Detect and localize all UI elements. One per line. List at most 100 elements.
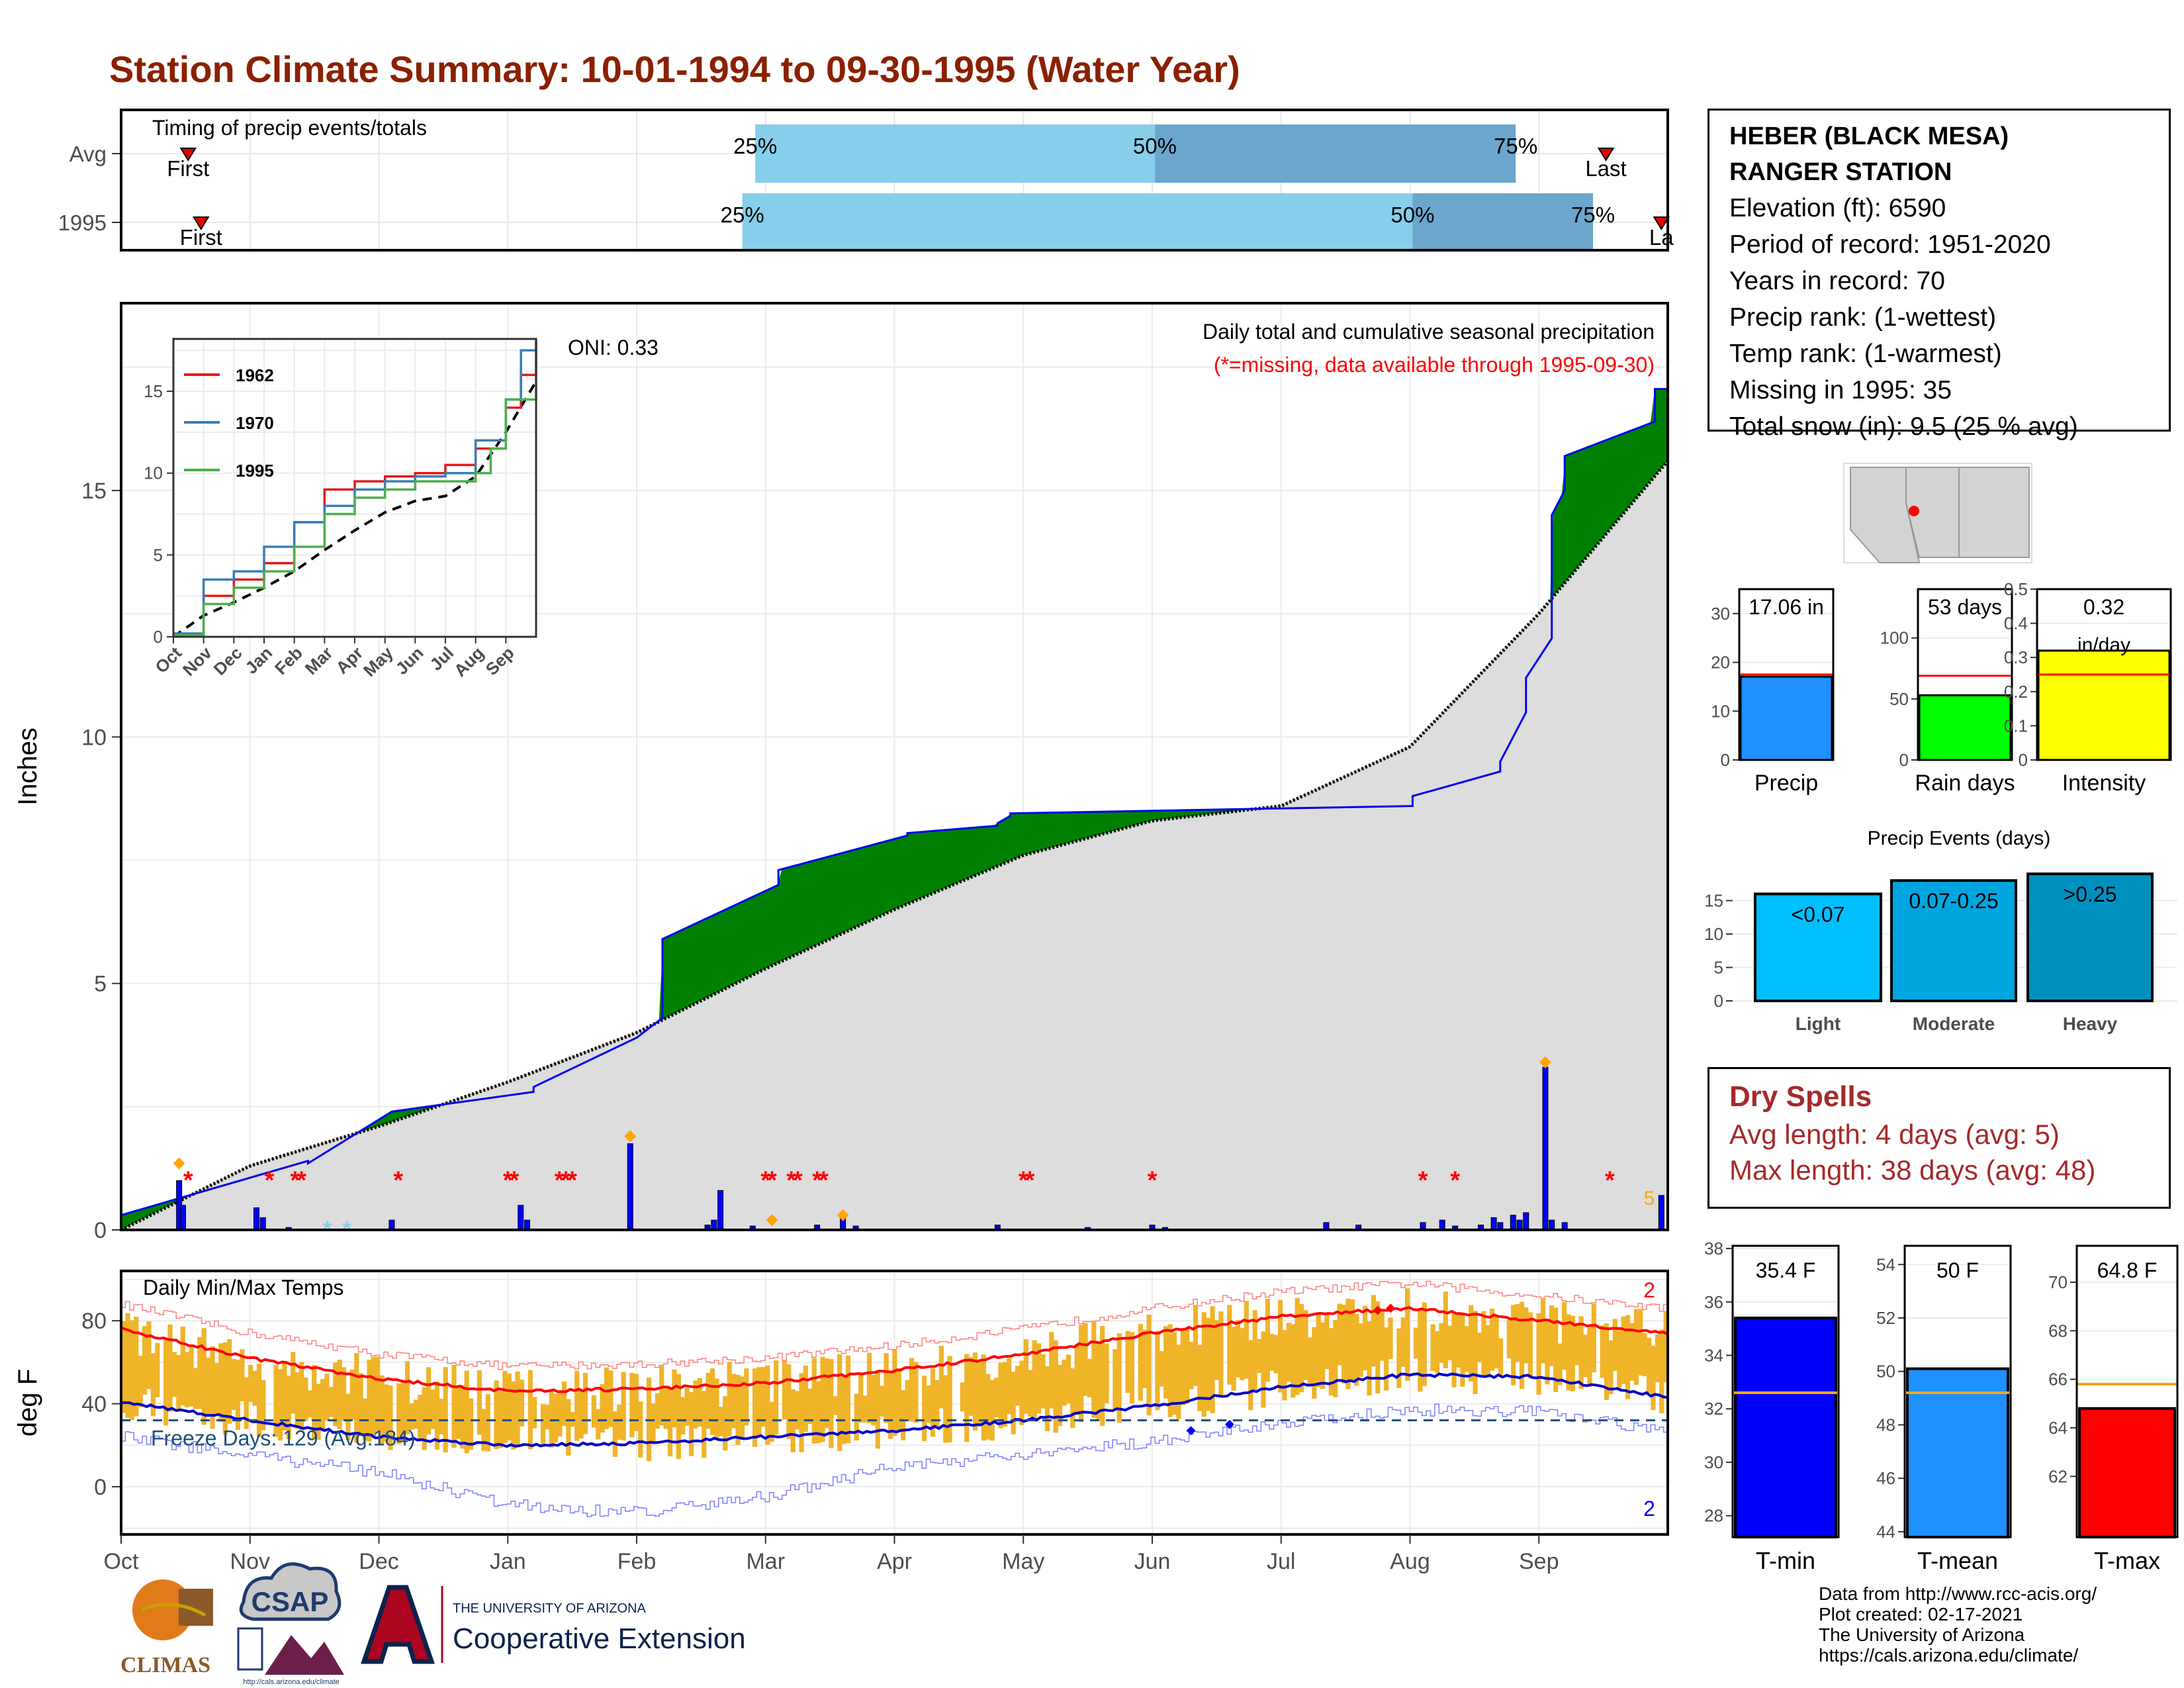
departure-fill (989, 825, 995, 870)
month-label: Feb (617, 1549, 657, 1574)
departure-fill (1642, 424, 1647, 492)
daily-temp-bar (1515, 1304, 1520, 1362)
record-precip-marker (624, 1130, 637, 1143)
daily-temp-bar (1324, 1313, 1330, 1370)
departure-fill (917, 831, 923, 900)
departure-fill (887, 839, 893, 914)
timing-p50-label: 50% (1133, 134, 1177, 158)
daily-temp-bar (235, 1360, 241, 1430)
departure-fill (713, 912, 719, 995)
mini-bar-value (1739, 675, 1833, 761)
month-label: Apr (877, 1549, 912, 1574)
departure-fill (1565, 453, 1571, 583)
csap-logo-url: http://cals.arizona.edu/climate (243, 1678, 340, 1686)
departure-fill (905, 832, 910, 906)
daily-temp-bar (1129, 1332, 1135, 1403)
departure-fill (1057, 812, 1062, 847)
temp-bar-tick-label: 34 (1704, 1346, 1723, 1366)
month-label: Nov (230, 1549, 270, 1574)
missing-marker: * (812, 1167, 822, 1195)
daily-temp-bar (443, 1367, 448, 1453)
daily-temp-bar (1100, 1325, 1105, 1427)
daily-temp-bar (1384, 1327, 1389, 1391)
daily-temp-bar (803, 1366, 809, 1432)
events-title: Precip Events (days) (1868, 827, 2051, 849)
daily-temp-bar (1116, 1333, 1122, 1423)
daily-temp-bar (515, 1371, 520, 1446)
departure-fill (854, 848, 859, 929)
missing-marker: * (793, 1167, 803, 1195)
daily-temp-bar (591, 1395, 596, 1428)
temp-bar-frame (1731, 1244, 1840, 1538)
daily-temp-bar (545, 1405, 550, 1430)
temp-bar-tick-label: 44 (1876, 1522, 1895, 1542)
mini-bar-title: Precip (1754, 771, 1818, 796)
daily-temp-bar (1561, 1301, 1567, 1370)
missing-marker: * (561, 1167, 570, 1195)
mini-bar-value (2037, 649, 2171, 761)
daily-temp-bar (735, 1374, 741, 1445)
daily-temp-bar (672, 1369, 677, 1428)
missing-marker: * (291, 1167, 300, 1195)
daily-temp-bar (752, 1368, 758, 1447)
daily-temp-bar (901, 1390, 906, 1440)
daily-temp-bar (422, 1387, 427, 1450)
precip-legend-title: Daily total and cumulative seasonal prec… (1203, 320, 1655, 344)
precip-legend-note: (*=missing, data available through 1995-… (1214, 353, 1655, 377)
missing-marker: * (265, 1167, 275, 1195)
daily-precip-bar (388, 1219, 395, 1231)
daily-temp-bar (782, 1360, 788, 1420)
daily-temp-bar (1044, 1366, 1050, 1432)
inset-y-tick-label: 5 (154, 545, 163, 565)
daily-temp-bar (1235, 1320, 1241, 1378)
departure-fill (1087, 811, 1092, 839)
daily-precip-bar (518, 1205, 524, 1231)
daily-temp-bar (1633, 1309, 1639, 1385)
daily-temp-bar (176, 1355, 181, 1412)
logos: CLIMAS CSAP http://cals.arizona.edu/climat… (120, 1562, 746, 1686)
daily-temp-bar (375, 1356, 381, 1432)
daily-temp-bar (295, 1372, 300, 1429)
month-label: Oct (104, 1549, 139, 1574)
daily-temp-bar (1405, 1288, 1410, 1381)
daily-temp-bar (316, 1383, 321, 1440)
daily-temp-bar (1028, 1370, 1033, 1417)
daily-temp-bar (1511, 1305, 1516, 1385)
daily-temp-bar (922, 1376, 927, 1442)
daily-temp-bar (938, 1346, 944, 1409)
departure-fill (1112, 811, 1118, 832)
departure-fill (773, 884, 778, 966)
departure-fill (684, 926, 690, 1009)
departure-fill (833, 853, 838, 939)
daily-temp-bar (553, 1393, 559, 1443)
departure-fill (875, 842, 880, 919)
missing-marker: * (555, 1167, 565, 1195)
mini-bar-frame (1917, 588, 2013, 761)
daily-temp-bar (286, 1376, 291, 1440)
departure-fill (671, 932, 677, 1016)
departure-fill (1625, 430, 1630, 512)
missing-marker: * (1450, 1167, 1460, 1195)
daily-temp-bar (718, 1407, 723, 1436)
daily-temp-bar (303, 1377, 308, 1421)
daily-temp-bar (981, 1354, 986, 1441)
mini-bar-tick-label: 0 (1721, 750, 1730, 770)
daily-temp-bar (426, 1367, 432, 1434)
daily-temp-bar (1464, 1326, 1469, 1372)
events-bar-range-label: 0.07-0.25 (1909, 889, 1998, 913)
daily-temp-bar (197, 1336, 203, 1409)
departure-fill (1600, 440, 1605, 543)
daily-precip-bar (1510, 1215, 1516, 1231)
daily-temp-bar (1434, 1331, 1440, 1373)
departure-fill (756, 892, 762, 974)
daily-temp-bar (651, 1403, 656, 1444)
inset-panel: 196219701995051015OctNovDecJanFebMarAprM… (144, 338, 537, 680)
daily-temp-bar (845, 1355, 851, 1444)
daily-temp-bar (1074, 1344, 1079, 1415)
timing-bar-q2 (755, 124, 1155, 183)
daily-temp-bar (744, 1368, 749, 1426)
daily-temp-bar (1023, 1339, 1028, 1414)
departure-fill (930, 830, 935, 895)
daily-temp-bar (693, 1380, 698, 1429)
